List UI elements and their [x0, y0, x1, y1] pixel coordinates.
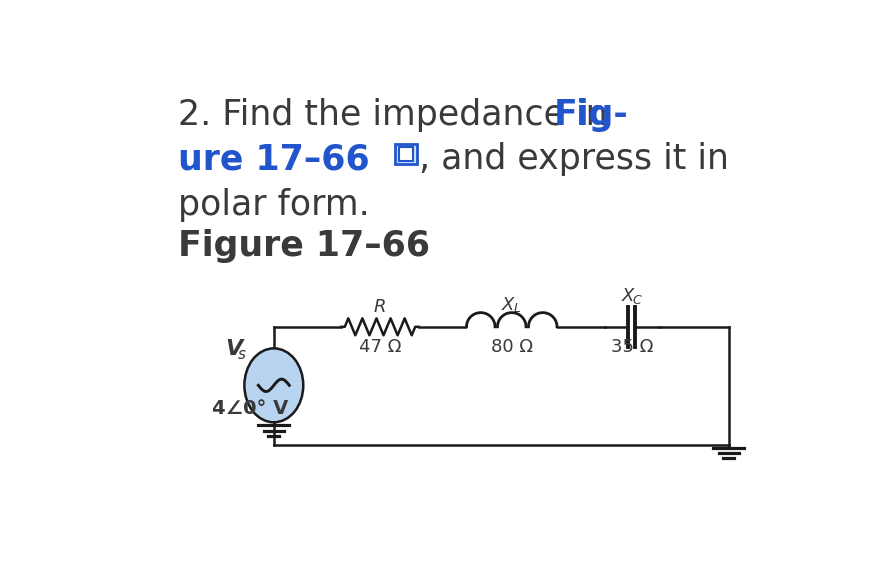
Text: X: X [501, 296, 514, 314]
Text: polar form.: polar form. [178, 188, 370, 222]
Text: 80 Ω: 80 Ω [490, 338, 532, 356]
Text: 47 Ω: 47 Ω [358, 338, 401, 356]
Ellipse shape [244, 348, 303, 422]
Text: 2. Find the impedance in: 2. Find the impedance in [178, 98, 619, 132]
Text: V: V [226, 339, 242, 359]
Text: ure 17–66: ure 17–66 [178, 142, 382, 176]
Text: X: X [621, 287, 634, 305]
Text: L: L [513, 302, 520, 315]
Text: Fig-: Fig- [553, 98, 627, 132]
Text: , and express it in: , and express it in [418, 142, 728, 176]
Text: R: R [374, 297, 386, 315]
Text: Figure 17–66: Figure 17–66 [178, 229, 430, 263]
Text: 4∠0° V: 4∠0° V [211, 399, 288, 418]
FancyBboxPatch shape [395, 144, 417, 164]
Text: s: s [238, 347, 246, 362]
FancyBboxPatch shape [398, 148, 412, 161]
Text: 35 Ω: 35 Ω [610, 338, 653, 356]
Text: C: C [633, 294, 641, 307]
